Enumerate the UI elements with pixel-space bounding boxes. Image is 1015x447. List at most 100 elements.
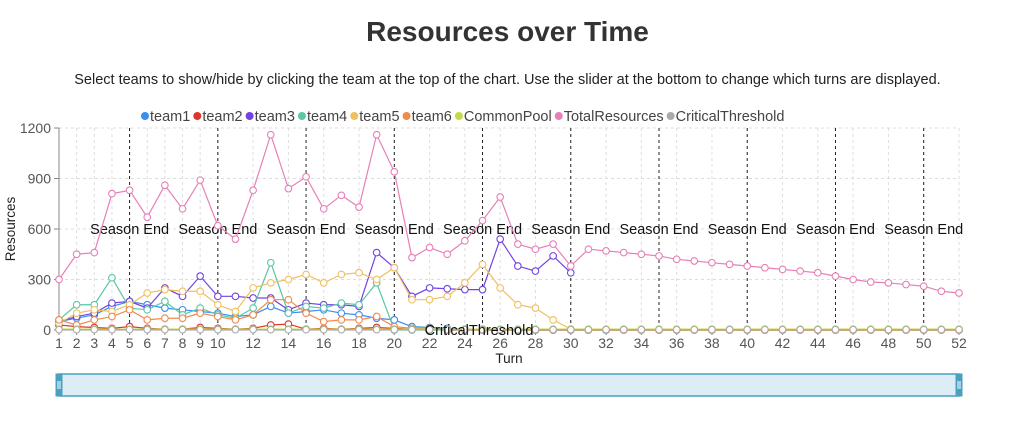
data-point xyxy=(143,325,152,334)
data-point xyxy=(178,204,187,213)
data-point xyxy=(461,279,469,287)
season-end-label: Season End xyxy=(90,222,169,238)
legend-item-team2[interactable]: team2 xyxy=(193,109,243,125)
x-tick-label: 2 xyxy=(73,335,81,351)
data-point xyxy=(266,258,275,267)
data-point xyxy=(390,325,399,334)
data-point xyxy=(231,292,240,301)
x-tick-label: 50 xyxy=(916,335,932,351)
data-point xyxy=(513,262,522,270)
data-point xyxy=(178,314,187,323)
data-point xyxy=(355,268,363,277)
legend-marker xyxy=(454,112,463,120)
data-point xyxy=(196,272,205,280)
data-point xyxy=(408,325,416,334)
x-tick-label: 4 xyxy=(108,335,116,351)
legend-item-team3[interactable]: team3 xyxy=(245,109,295,125)
data-point xyxy=(231,325,240,334)
x-tick-label: 14 xyxy=(281,335,297,351)
chart-title: Resources over Time xyxy=(366,16,649,47)
data-point xyxy=(231,235,240,243)
data-point xyxy=(796,267,805,275)
data-point xyxy=(584,325,593,334)
x-tick-label: 9 xyxy=(196,335,204,351)
data-point xyxy=(937,287,946,296)
legend-marker xyxy=(297,112,306,120)
data-point xyxy=(425,295,434,304)
legend-item-team4[interactable]: team4 xyxy=(297,109,347,125)
data-point xyxy=(355,316,363,324)
data-point xyxy=(602,325,610,334)
resources-line-chart: Season End Season End Season End Season End… xyxy=(3,109,967,366)
data-point xyxy=(531,325,540,334)
data-point xyxy=(143,289,152,297)
data-point xyxy=(72,250,81,259)
data-point xyxy=(884,279,893,287)
data-point xyxy=(319,325,328,334)
data-point xyxy=(761,325,769,334)
data-point xyxy=(690,325,699,334)
legend-item-TotalResources[interactable]: TotalResources xyxy=(554,109,664,125)
legend-item-CriticalThreshold[interactable]: CriticalThreshold xyxy=(666,109,785,125)
chart-instructions: Select teams to show/hide by clicking th… xyxy=(74,72,941,88)
legend-item-CommonPool[interactable]: CommonPool xyxy=(454,109,552,125)
x-tick-label: 18 xyxy=(351,335,367,351)
x-tick-label: 44 xyxy=(810,335,826,351)
data-point xyxy=(725,325,734,334)
data-point xyxy=(266,302,275,311)
data-point xyxy=(178,325,187,334)
data-point xyxy=(372,325,381,334)
legend-item-team6[interactable]: team6 xyxy=(402,109,452,125)
data-point xyxy=(108,299,116,307)
data-point xyxy=(708,325,716,334)
data-point xyxy=(496,325,505,334)
y-axis-title: Resources xyxy=(3,196,18,261)
legend-label: team3 xyxy=(255,109,295,125)
y-tick-label: 300 xyxy=(28,272,52,288)
x-tick-label: 32 xyxy=(598,335,614,351)
critical-threshold-label: CriticalThreshold xyxy=(425,323,534,339)
data-point xyxy=(425,243,434,252)
data-point xyxy=(125,325,134,334)
data-point xyxy=(249,311,257,319)
data-point xyxy=(213,221,222,230)
legend-label: team1 xyxy=(150,109,190,125)
data-point xyxy=(125,305,134,314)
data-point xyxy=(531,245,540,254)
legend-item-team5[interactable]: team5 xyxy=(350,109,400,125)
legend-item-team1[interactable]: team1 xyxy=(141,109,190,125)
data-point xyxy=(319,204,328,213)
data-point xyxy=(831,325,840,334)
slider-start-handle[interactable] xyxy=(55,373,63,397)
turn-range-slider[interactable] xyxy=(0,368,1015,400)
data-point xyxy=(319,304,328,312)
data-point xyxy=(549,240,557,248)
handle-bar xyxy=(955,373,963,397)
x-tick-label: 5 xyxy=(126,335,134,351)
x-tick-label: 8 xyxy=(179,335,187,351)
legend-label: team4 xyxy=(307,109,347,125)
data-point xyxy=(213,325,222,334)
data-point xyxy=(690,257,699,265)
slider-end-handle[interactable] xyxy=(955,373,963,397)
legend-label: team6 xyxy=(412,109,452,125)
data-point xyxy=(496,193,505,201)
x-tick-label: 22 xyxy=(422,335,438,351)
data-point xyxy=(249,186,257,195)
x-tick-label: 16 xyxy=(316,335,332,351)
data-point xyxy=(249,294,257,302)
data-point xyxy=(337,299,346,307)
data-point xyxy=(461,285,469,294)
data-point xyxy=(619,325,628,334)
x-tick-label: 3 xyxy=(90,335,98,351)
data-point xyxy=(813,268,822,277)
slider-selection[interactable] xyxy=(58,373,960,397)
data-point xyxy=(655,252,663,260)
y-tick-label: 0 xyxy=(43,322,51,338)
x-tick-label: 52 xyxy=(951,335,967,351)
data-point xyxy=(319,279,328,287)
y-tick-label: 900 xyxy=(28,171,52,187)
data-point xyxy=(372,130,381,139)
x-tick-label: 24 xyxy=(457,335,473,351)
data-point xyxy=(161,314,169,323)
